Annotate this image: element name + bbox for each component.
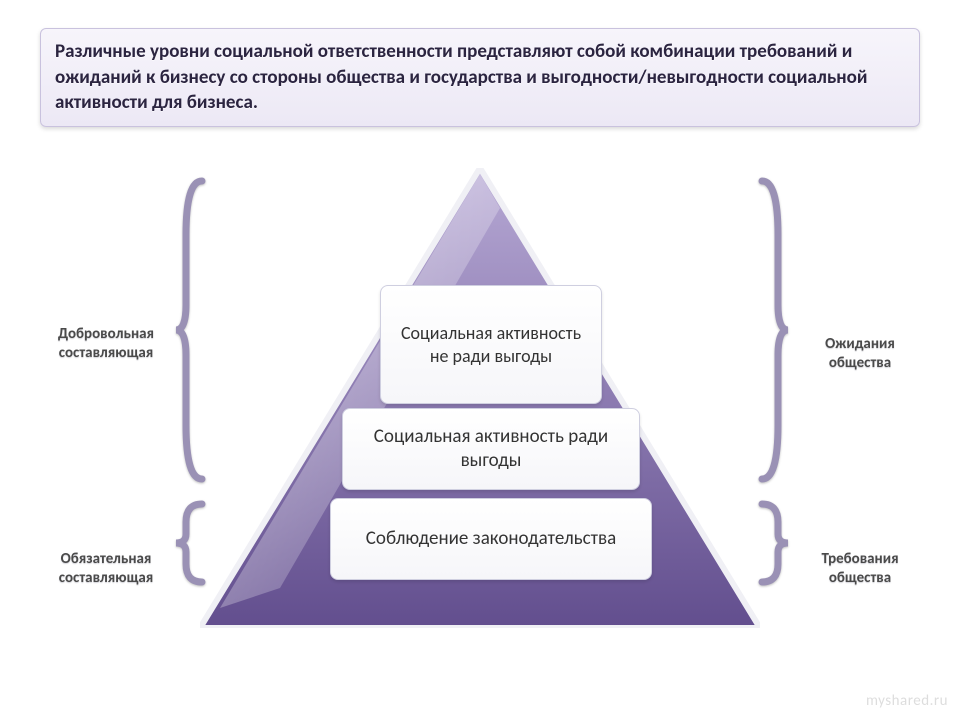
header-panel: Различные уровни социальной ответственно… (40, 28, 920, 127)
brace-right-top (756, 175, 792, 485)
label-left-top: Добровольная составляющая (36, 325, 176, 363)
pyramid-level-top: Социальная активность не ради выгоды (380, 285, 602, 404)
brace-right-bottom (756, 498, 792, 588)
pyramid-level-middle: Социальная активность ради выгоды (342, 408, 640, 490)
pyramid-level-bottom: Соблюдение законодательства (330, 498, 652, 580)
label-left-bottom: Обязательная составляющая (36, 550, 176, 588)
level-label: Социальная активность не ради выгоды (391, 322, 591, 367)
level-label: Соблюдение законодательства (366, 527, 616, 551)
brace-left-bottom (172, 498, 208, 588)
level-label: Социальная активность ради выгоды (353, 425, 629, 473)
watermark: myshared.ru (866, 692, 948, 710)
header-text: Различные уровни социальной ответственно… (55, 40, 867, 114)
label-right-top: Ожидания общества (800, 335, 920, 373)
brace-left-top (172, 175, 208, 485)
label-right-bottom: Требования общества (800, 550, 920, 588)
